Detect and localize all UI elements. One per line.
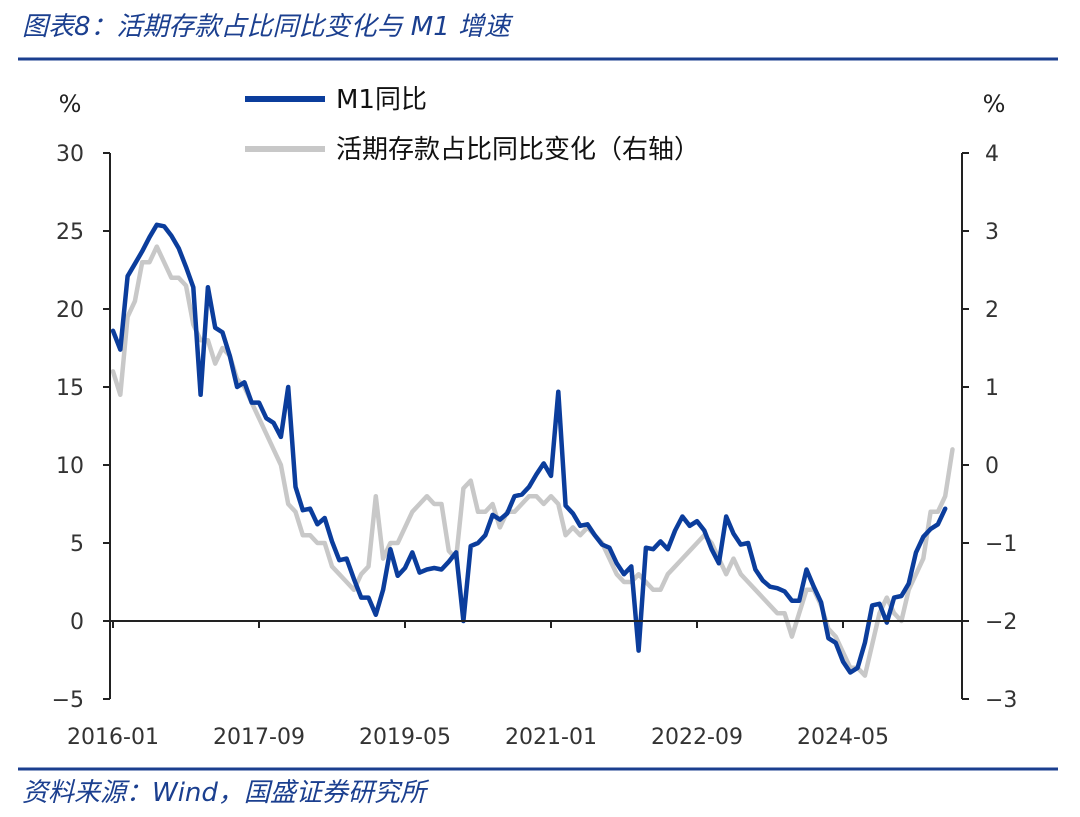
x-tick-label: 2019-05: [359, 725, 451, 750]
chart-title: 图表8：活期存款占比同比变化与 M1 增速: [22, 12, 511, 42]
left-axis-unit: %: [59, 90, 82, 118]
x-tick-label: 2016-01: [67, 725, 159, 750]
x-tick-label: 2021-01: [505, 725, 597, 750]
right-tick-label: −1: [985, 532, 1017, 557]
left-tick-label: 20: [56, 298, 84, 323]
legend: M1同比 活期存款占比同比变化（右轴）: [245, 85, 700, 165]
legend-label-demand: 活期存款占比同比变化（右轴）: [336, 135, 700, 165]
right-axis-unit: %: [983, 90, 1006, 118]
x-tick-label: 2017-09: [213, 725, 305, 750]
left-tick-label: −5: [52, 688, 84, 713]
right-tick-label: −2: [985, 610, 1017, 635]
right-axis: −3 −2 −1 0 1 2 3 4: [962, 142, 1017, 713]
left-tick-label: 25: [56, 220, 84, 245]
legend-label-m1: M1同比: [336, 85, 427, 115]
left-axis: −5 0 5 10 15 20 25 30: [52, 142, 110, 713]
series-line-m1: [110, 222, 948, 675]
right-tick-label: 4: [985, 142, 999, 167]
left-tick-label: 5: [70, 532, 84, 557]
x-axis: 2016-01 2017-09 2019-05 2021-01 2022-09 2024-…: [67, 621, 889, 750]
right-tick-label: 0: [985, 454, 999, 479]
left-tick-label: 30: [56, 142, 84, 167]
x-tick-label: 2022-09: [651, 725, 743, 750]
right-tick-label: −3: [985, 688, 1017, 713]
x-tick-label: 2024-05: [797, 725, 889, 750]
left-tick-label: 10: [56, 454, 84, 479]
series-line-demand-deposit-share: [110, 244, 955, 678]
right-tick-label: 1: [985, 376, 999, 401]
right-tick-label: 2: [985, 298, 999, 323]
left-tick-label: 0: [70, 610, 84, 635]
left-tick-label: 15: [56, 376, 84, 401]
right-tick-label: 3: [985, 220, 999, 245]
source-note: 资料来源：Wind，国盛证券研究所: [22, 778, 426, 808]
